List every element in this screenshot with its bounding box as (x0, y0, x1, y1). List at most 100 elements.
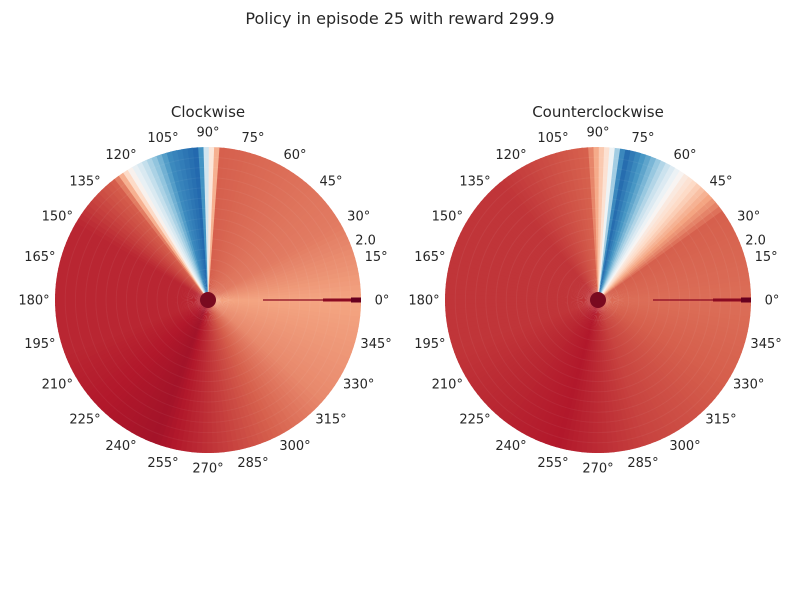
heatmap-cell (598, 147, 610, 300)
heatmap-cell (208, 300, 311, 418)
heatmap-cell (499, 300, 598, 422)
heatmap-cell (507, 172, 598, 300)
heatmap-ring (187, 279, 229, 321)
heatmap-cell (598, 300, 734, 378)
heatmap-ring (176, 268, 240, 332)
heatmap-cell (598, 222, 734, 300)
heatmap-cell (86, 300, 208, 399)
heatmap-cell (598, 218, 731, 300)
heatmap-cell (55, 277, 209, 300)
heatmap-cell (467, 300, 598, 387)
theta-tick-label: 240° (495, 439, 526, 454)
theta-tick-label: 225° (459, 412, 490, 427)
theta-tick-label: 0° (765, 294, 780, 309)
heatmap-cell (126, 300, 208, 433)
heatmap-cell (208, 157, 271, 300)
heatmap-cell (117, 172, 208, 300)
heatmap-cell (121, 169, 208, 300)
zero-angle-bar-end (351, 297, 361, 303)
heatmap-cell (86, 201, 208, 300)
heatmap-cell (465, 300, 598, 382)
heatmap-cell (208, 147, 220, 300)
theta-tick-label: 30° (347, 210, 370, 225)
theta-tick-label: 180° (408, 294, 439, 309)
heatmap-cell (503, 175, 598, 300)
heatmap-cell (598, 300, 751, 323)
heatmap-cell (598, 300, 751, 312)
heatmap-cell (598, 147, 615, 300)
heatmap-cell (208, 205, 333, 300)
heatmap-cell (598, 185, 705, 300)
heatmap-cell (117, 300, 208, 428)
heatmap-cell (465, 218, 598, 300)
theta-tick-label: 255° (147, 456, 178, 471)
heatmap-cell (495, 300, 598, 418)
heatmap-cell (208, 178, 307, 300)
heatmap-ring (546, 248, 650, 352)
heatmap-cell (598, 197, 716, 300)
heatmap-cell (208, 300, 359, 333)
heatmap-cell (97, 189, 208, 300)
heatmap-cell (208, 159, 276, 300)
radial-tick-label: 2.0 (355, 234, 376, 249)
heatmap-cell (208, 300, 356, 349)
theta-tick-label: 150° (432, 210, 463, 225)
heatmap-cell (59, 257, 208, 300)
heatmap-cell (80, 209, 208, 300)
theta-tick-label: 300° (279, 439, 310, 454)
heatmap-cell (130, 300, 208, 436)
heatmap-cell (525, 300, 598, 438)
theta-tick-label: 150° (42, 210, 73, 225)
heatmap-cell (598, 300, 739, 368)
heatmap-cell (90, 300, 208, 403)
heatmap-cell (62, 246, 208, 300)
heatmap-cell (56, 272, 208, 300)
heatmap-cell (208, 300, 357, 343)
theta-tick-label: 105° (537, 131, 568, 146)
theta-tick-label: 225° (69, 412, 100, 427)
heatmap-cell (520, 300, 598, 436)
heatmap-cell (58, 262, 209, 300)
heatmap-cell (520, 164, 598, 300)
heatmap-cell (495, 182, 598, 300)
heatmap-cell (57, 267, 208, 300)
theta-tick-label: 270° (582, 462, 613, 477)
heatmap-cell (598, 152, 647, 300)
heatmap-cell (63, 241, 209, 300)
heatmap-cell (511, 300, 598, 431)
heatmap-cell (208, 175, 303, 300)
heatmap-cell (208, 154, 262, 300)
heatmap-cell (208, 300, 361, 317)
heatmap-cell (591, 300, 599, 454)
heatmap-cell (446, 272, 598, 300)
heatmap-cell (175, 300, 208, 451)
heatmap-cell (598, 175, 693, 300)
heatmap-cell (65, 237, 208, 300)
heatmap-cell (480, 197, 598, 300)
heatmap-cell (598, 189, 709, 300)
heatmap-cell (460, 227, 598, 300)
heatmap-cell (453, 241, 598, 300)
heatmap-sectors (444, 146, 752, 454)
heatmap-cell (598, 300, 680, 433)
heatmap-cell (208, 148, 236, 300)
heatmap-cell (598, 300, 731, 382)
heatmap-cell (598, 300, 749, 333)
heatmap-cell (598, 300, 751, 317)
heatmap-cell (208, 300, 319, 411)
heatmap-cell (113, 175, 208, 300)
theta-tick-label: 120° (495, 148, 526, 163)
heatmap-cell (72, 222, 208, 300)
theta-tick-label: 270° (192, 462, 223, 477)
heatmap-cell (93, 193, 208, 300)
heatmap-cell (208, 155, 267, 300)
heatmap-cell (97, 300, 208, 411)
heatmap-cell (598, 300, 709, 411)
heatmap-cell (60, 251, 209, 300)
heatmap-cell (487, 300, 598, 411)
heatmap-cell (598, 172, 689, 300)
heatmap-cell (598, 300, 736, 373)
theta-tick-label: 345° (750, 337, 781, 352)
heatmap-cell (598, 300, 685, 431)
